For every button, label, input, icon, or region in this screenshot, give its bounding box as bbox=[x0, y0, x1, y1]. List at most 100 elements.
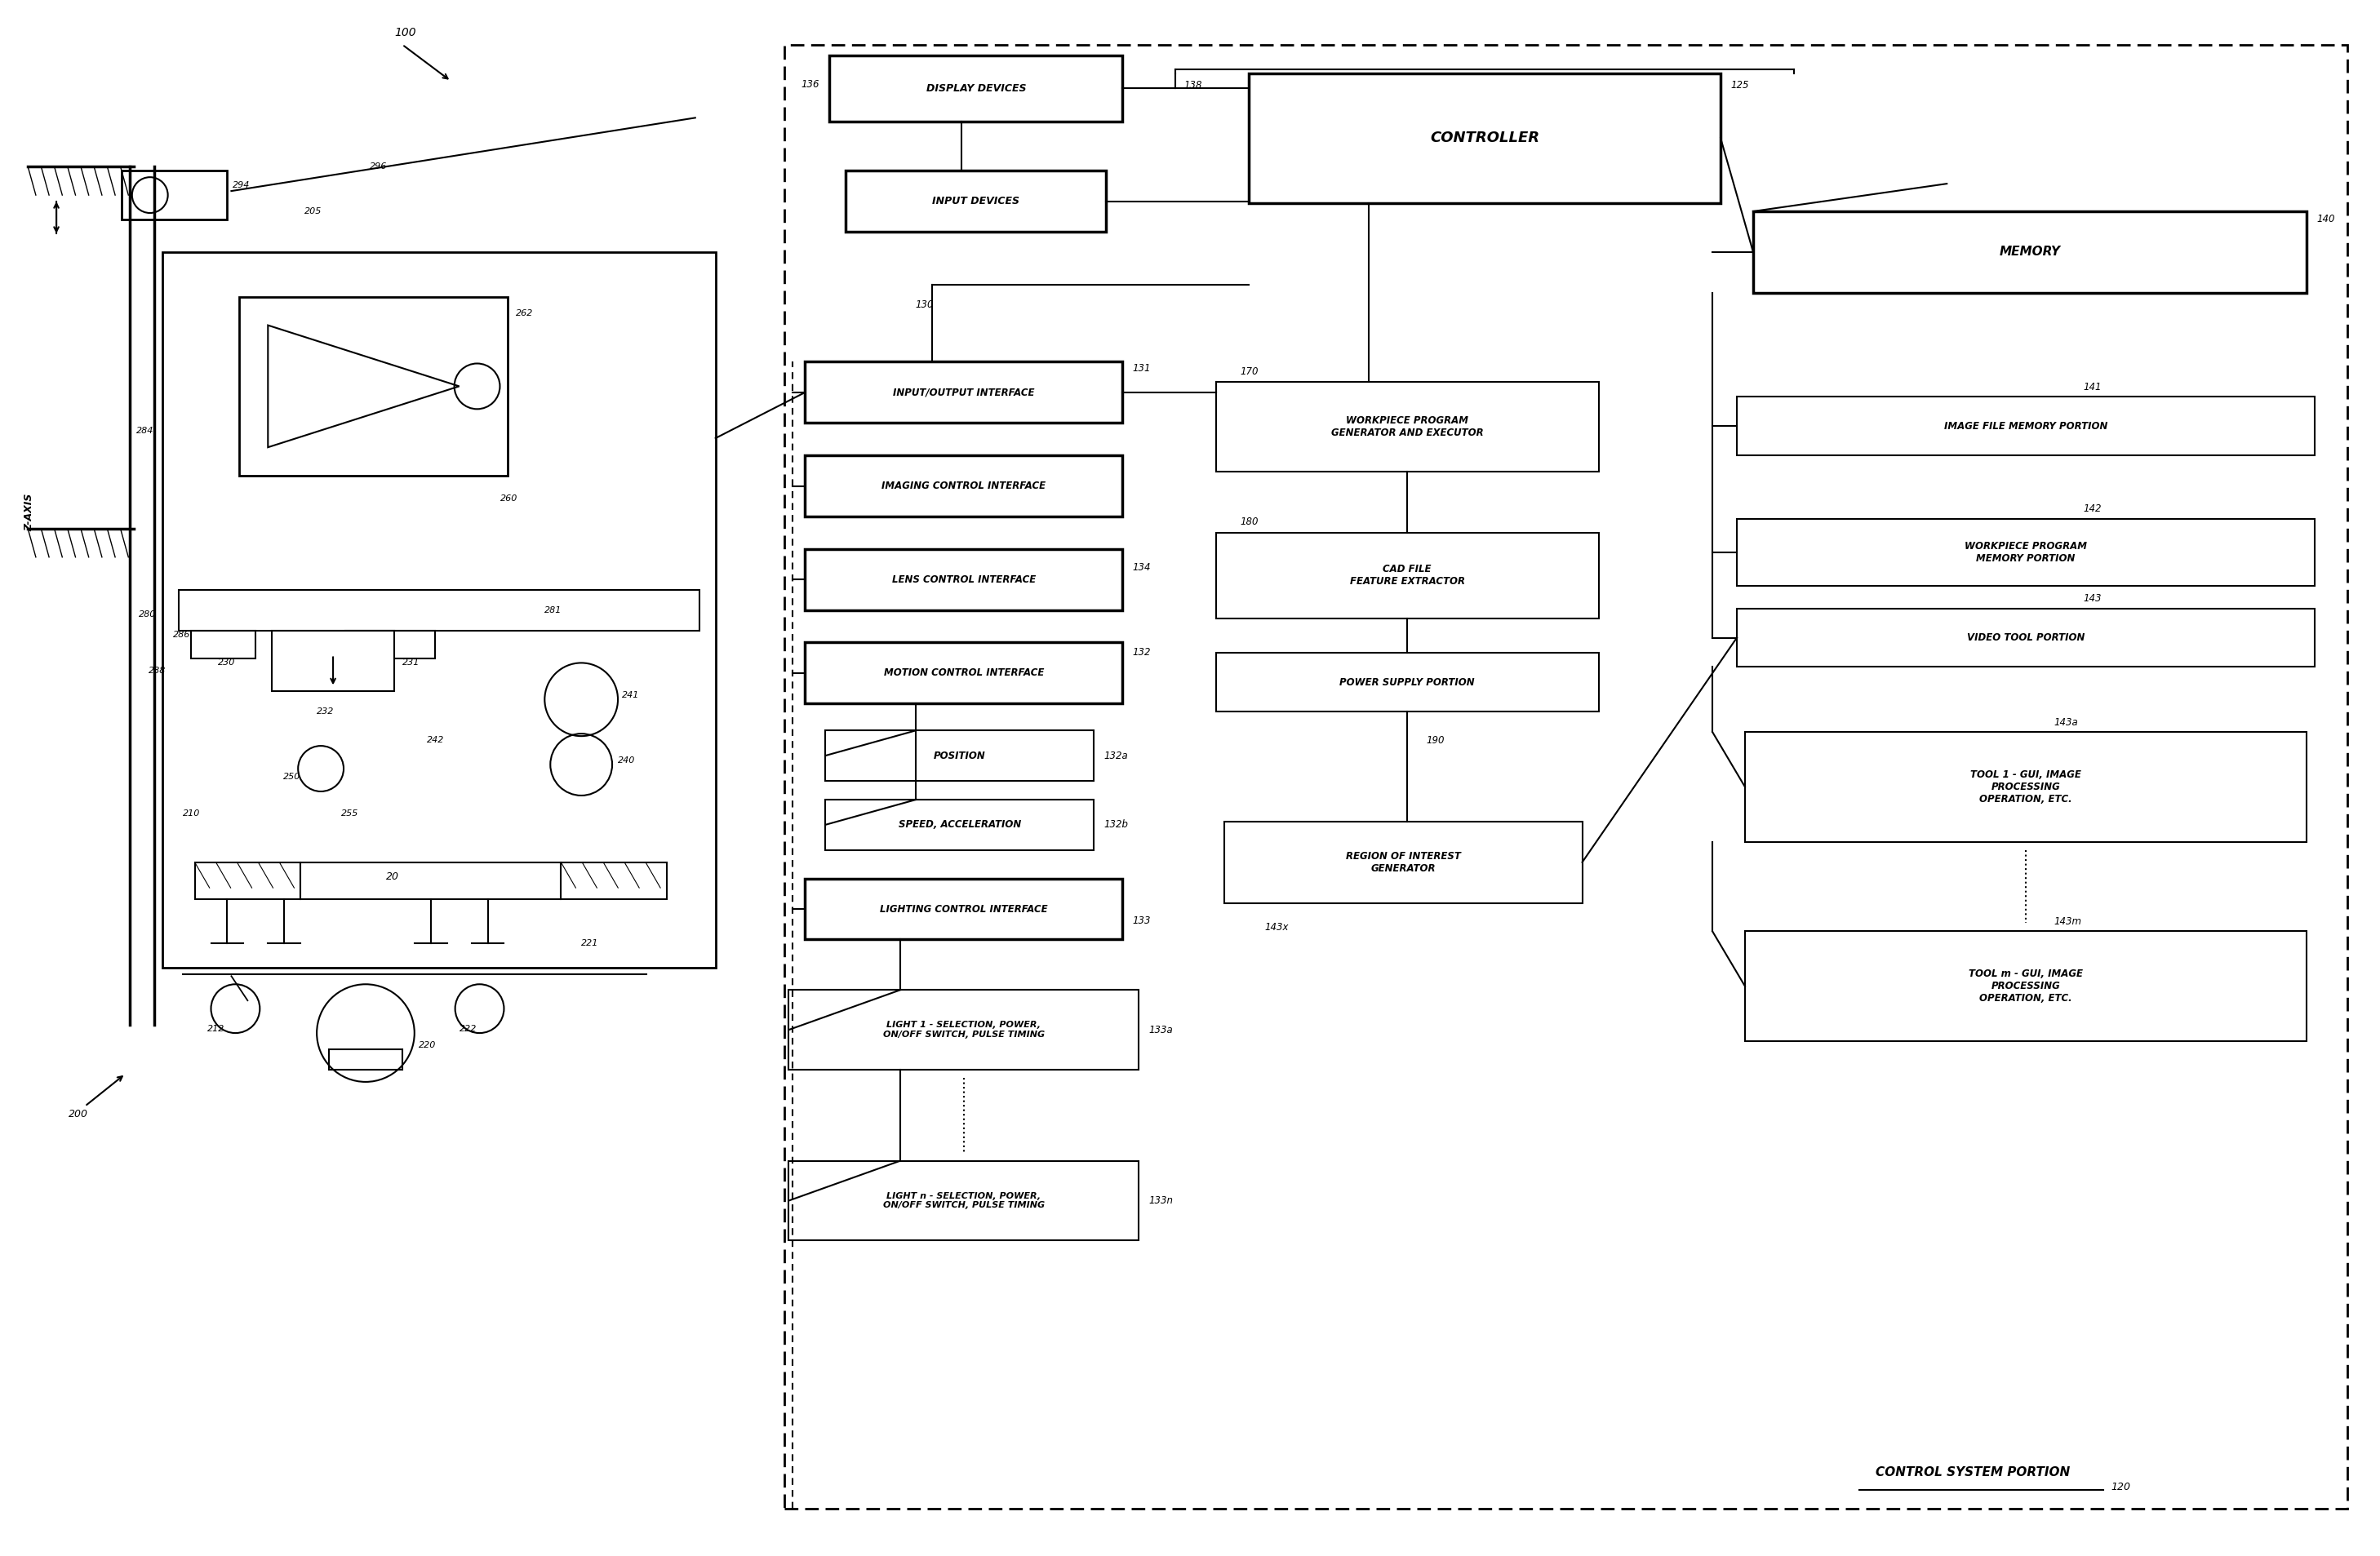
FancyBboxPatch shape bbox=[271, 630, 395, 691]
Text: 143x: 143x bbox=[1264, 923, 1290, 932]
Text: 120: 120 bbox=[2111, 1481, 2130, 1492]
Text: 232: 232 bbox=[317, 708, 333, 716]
Text: 143: 143 bbox=[2082, 593, 2102, 604]
Text: 230: 230 bbox=[219, 658, 236, 668]
Text: 281: 281 bbox=[545, 605, 562, 615]
FancyBboxPatch shape bbox=[826, 800, 1095, 850]
Text: 134: 134 bbox=[1133, 562, 1150, 573]
Text: 170: 170 bbox=[1240, 366, 1259, 377]
Text: Z-AXIS: Z-AXIS bbox=[24, 493, 36, 531]
Text: 212: 212 bbox=[207, 1025, 224, 1033]
Text: LIGHTING CONTROL INTERFACE: LIGHTING CONTROL INTERFACE bbox=[881, 904, 1047, 915]
Text: 222: 222 bbox=[459, 1025, 476, 1033]
Text: 241: 241 bbox=[621, 691, 640, 700]
FancyBboxPatch shape bbox=[1754, 212, 2306, 293]
Text: CAD FILE
FEATURE EXTRACTOR: CAD FILE FEATURE EXTRACTOR bbox=[1349, 563, 1464, 587]
Text: 132a: 132a bbox=[1104, 750, 1128, 761]
Text: MOTION CONTROL INTERFACE: MOTION CONTROL INTERFACE bbox=[883, 668, 1045, 678]
Text: LIGHT 1 - SELECTION, POWER,
ON/OFF SWITCH, PULSE TIMING: LIGHT 1 - SELECTION, POWER, ON/OFF SWITC… bbox=[883, 1021, 1045, 1038]
Text: 130: 130 bbox=[914, 300, 933, 310]
FancyBboxPatch shape bbox=[1745, 932, 2306, 1041]
Text: WORKPIECE PROGRAM
GENERATOR AND EXECUTOR: WORKPIECE PROGRAM GENERATOR AND EXECUTOR bbox=[1330, 415, 1483, 439]
Text: TOOL m - GUI, IMAGE
PROCESSING
OPERATION, ETC.: TOOL m - GUI, IMAGE PROCESSING OPERATION… bbox=[1968, 969, 2082, 1004]
Text: INPUT/OUTPUT INTERFACE: INPUT/OUTPUT INTERFACE bbox=[892, 387, 1035, 398]
FancyBboxPatch shape bbox=[300, 862, 562, 899]
Text: 255: 255 bbox=[340, 809, 359, 817]
Text: 210: 210 bbox=[183, 809, 200, 817]
Text: 242: 242 bbox=[426, 736, 445, 744]
Text: SPEED, ACCELERATION: SPEED, ACCELERATION bbox=[897, 820, 1021, 829]
Text: 132: 132 bbox=[1133, 647, 1150, 658]
Text: 138: 138 bbox=[1183, 79, 1202, 90]
Text: 200: 200 bbox=[69, 1109, 88, 1120]
Text: 133a: 133a bbox=[1150, 1024, 1173, 1035]
FancyBboxPatch shape bbox=[804, 456, 1123, 517]
Text: CONTROLLER: CONTROLLER bbox=[1430, 131, 1540, 145]
FancyBboxPatch shape bbox=[826, 730, 1095, 781]
Text: 20: 20 bbox=[386, 871, 400, 882]
FancyBboxPatch shape bbox=[1737, 608, 2316, 668]
Text: 131: 131 bbox=[1133, 363, 1150, 373]
FancyBboxPatch shape bbox=[788, 990, 1138, 1069]
Text: 296: 296 bbox=[369, 162, 388, 171]
Text: 260: 260 bbox=[500, 495, 516, 503]
FancyBboxPatch shape bbox=[195, 862, 300, 899]
Text: LIGHT n - SELECTION, POWER,
ON/OFF SWITCH, PULSE TIMING: LIGHT n - SELECTION, POWER, ON/OFF SWITC… bbox=[883, 1192, 1045, 1209]
FancyBboxPatch shape bbox=[345, 630, 436, 658]
Text: REGION OF INTEREST
GENERATOR: REGION OF INTEREST GENERATOR bbox=[1345, 851, 1461, 873]
Text: INPUT DEVICES: INPUT DEVICES bbox=[933, 196, 1019, 207]
Text: 132b: 132b bbox=[1104, 820, 1128, 829]
Text: 288: 288 bbox=[150, 668, 167, 675]
Text: 133n: 133n bbox=[1150, 1195, 1173, 1206]
Text: 133: 133 bbox=[1133, 916, 1150, 926]
Text: DISPLAY DEVICES: DISPLAY DEVICES bbox=[926, 82, 1026, 93]
Text: 143m: 143m bbox=[2054, 916, 2082, 927]
FancyBboxPatch shape bbox=[1216, 532, 1599, 618]
Text: CONTROL SYSTEM PORTION: CONTROL SYSTEM PORTION bbox=[1875, 1466, 2071, 1478]
Text: 220: 220 bbox=[419, 1041, 436, 1049]
Text: 140: 140 bbox=[2316, 215, 2335, 224]
Text: 221: 221 bbox=[581, 940, 600, 948]
FancyBboxPatch shape bbox=[190, 630, 255, 658]
Text: 262: 262 bbox=[516, 310, 533, 317]
FancyBboxPatch shape bbox=[178, 590, 700, 630]
Text: 143a: 143a bbox=[2054, 717, 2078, 728]
Text: IMAGING CONTROL INTERFACE: IMAGING CONTROL INTERFACE bbox=[881, 481, 1045, 492]
FancyBboxPatch shape bbox=[804, 549, 1123, 610]
Text: 190: 190 bbox=[1426, 734, 1445, 745]
Text: MEMORY: MEMORY bbox=[1999, 246, 2061, 258]
FancyBboxPatch shape bbox=[785, 45, 2347, 1509]
FancyBboxPatch shape bbox=[1737, 518, 2316, 585]
FancyBboxPatch shape bbox=[788, 1161, 1138, 1240]
Text: 100: 100 bbox=[395, 26, 416, 37]
Text: POSITION: POSITION bbox=[933, 750, 985, 761]
FancyBboxPatch shape bbox=[804, 879, 1123, 940]
FancyBboxPatch shape bbox=[328, 1049, 402, 1069]
Text: 136: 136 bbox=[802, 79, 819, 90]
FancyBboxPatch shape bbox=[121, 171, 226, 219]
Text: VIDEO TOOL PORTION: VIDEO TOOL PORTION bbox=[1966, 632, 2085, 643]
Text: WORKPIECE PROGRAM
MEMORY PORTION: WORKPIECE PROGRAM MEMORY PORTION bbox=[1964, 541, 2087, 563]
FancyBboxPatch shape bbox=[845, 171, 1107, 232]
Text: 141: 141 bbox=[2082, 381, 2102, 392]
Text: IMAGE FILE MEMORY PORTION: IMAGE FILE MEMORY PORTION bbox=[1944, 420, 2109, 431]
FancyBboxPatch shape bbox=[1216, 654, 1599, 711]
Text: 286: 286 bbox=[174, 630, 190, 638]
FancyBboxPatch shape bbox=[1250, 73, 1721, 204]
FancyBboxPatch shape bbox=[804, 643, 1123, 703]
Text: 231: 231 bbox=[402, 658, 419, 668]
FancyBboxPatch shape bbox=[1745, 731, 2306, 842]
Text: 205: 205 bbox=[305, 207, 321, 215]
FancyBboxPatch shape bbox=[1737, 397, 2316, 456]
Text: 294: 294 bbox=[233, 180, 250, 190]
Text: TOOL 1 - GUI, IMAGE
PROCESSING
OPERATION, ETC.: TOOL 1 - GUI, IMAGE PROCESSING OPERATION… bbox=[1971, 769, 2080, 804]
FancyBboxPatch shape bbox=[562, 862, 666, 899]
Text: LENS CONTROL INTERFACE: LENS CONTROL INTERFACE bbox=[892, 574, 1035, 585]
FancyBboxPatch shape bbox=[831, 54, 1123, 121]
Text: 280: 280 bbox=[138, 610, 157, 618]
FancyBboxPatch shape bbox=[1223, 822, 1583, 902]
Text: 284: 284 bbox=[136, 426, 155, 436]
Text: POWER SUPPLY PORTION: POWER SUPPLY PORTION bbox=[1340, 677, 1476, 688]
FancyBboxPatch shape bbox=[1216, 383, 1599, 471]
FancyBboxPatch shape bbox=[804, 363, 1123, 423]
